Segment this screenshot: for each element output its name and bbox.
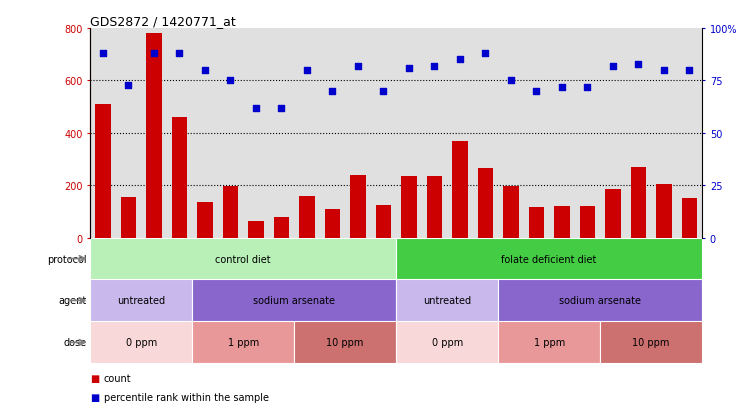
Point [352,63,364,70]
Point [632,61,644,68]
Bar [192,322,294,363]
Text: 0 ppm: 0 ppm [125,337,157,347]
Bar [397,322,498,363]
Bar [324,209,340,238]
Point [454,57,466,64]
Bar [299,196,315,238]
Bar [503,187,519,238]
Point [225,78,237,85]
Text: 1 ppm: 1 ppm [228,337,259,347]
Text: 1 ppm: 1 ppm [533,337,565,347]
Point [97,51,109,57]
Bar [90,280,192,322]
Bar [95,105,110,238]
Text: untreated: untreated [117,296,165,306]
Point [173,51,185,57]
Bar [294,322,397,363]
Bar [554,206,569,238]
Bar [605,190,620,238]
Point [199,67,211,74]
Bar [223,187,238,238]
Point [327,88,339,95]
Bar [397,238,702,280]
Point [658,67,670,74]
Text: ■: ■ [90,392,99,402]
Bar [656,185,671,238]
Text: 10 ppm: 10 ppm [327,337,363,347]
Bar [198,203,213,238]
Bar [192,280,397,322]
Text: untreated: untreated [423,296,471,306]
Bar [427,177,442,238]
Point [250,105,262,112]
Text: protocol: protocol [47,254,87,264]
Bar [249,221,264,238]
Bar [146,34,161,238]
Point [581,84,593,91]
Point [403,65,415,72]
Text: agent: agent [59,296,87,306]
Bar [580,206,595,238]
Point [479,51,491,57]
Point [607,63,619,70]
Bar [401,177,417,238]
Text: count: count [104,373,131,382]
Bar [274,217,289,238]
Point [428,63,440,70]
Point [683,67,695,74]
Text: control diet: control diet [216,254,271,264]
Text: dose: dose [64,337,87,347]
Text: ■: ■ [90,373,99,382]
Point [301,67,313,74]
Text: 10 ppm: 10 ppm [632,337,670,347]
Bar [397,280,498,322]
Text: 0 ppm: 0 ppm [432,337,463,347]
Text: sodium arsenate: sodium arsenate [559,296,641,306]
Point [530,88,542,95]
Point [148,51,160,57]
Point [378,88,390,95]
Bar [529,208,544,238]
Bar [376,205,391,238]
Text: GDS2872 / 1420771_at: GDS2872 / 1420771_at [90,15,236,28]
Bar [350,175,366,238]
Point [556,84,568,91]
Bar [121,197,136,238]
Bar [498,280,702,322]
Bar [90,238,397,280]
Point [505,78,517,85]
Point [122,82,134,89]
Text: folate deficient diet: folate deficient diet [502,254,597,264]
Bar [478,169,493,238]
Point [276,105,288,112]
Bar [172,118,187,238]
Bar [631,167,646,238]
Bar [682,199,697,238]
Bar [600,322,702,363]
Bar [498,322,600,363]
Text: sodium arsenate: sodium arsenate [253,296,335,306]
Bar [90,322,192,363]
Text: percentile rank within the sample: percentile rank within the sample [104,392,269,402]
Bar [452,141,468,238]
